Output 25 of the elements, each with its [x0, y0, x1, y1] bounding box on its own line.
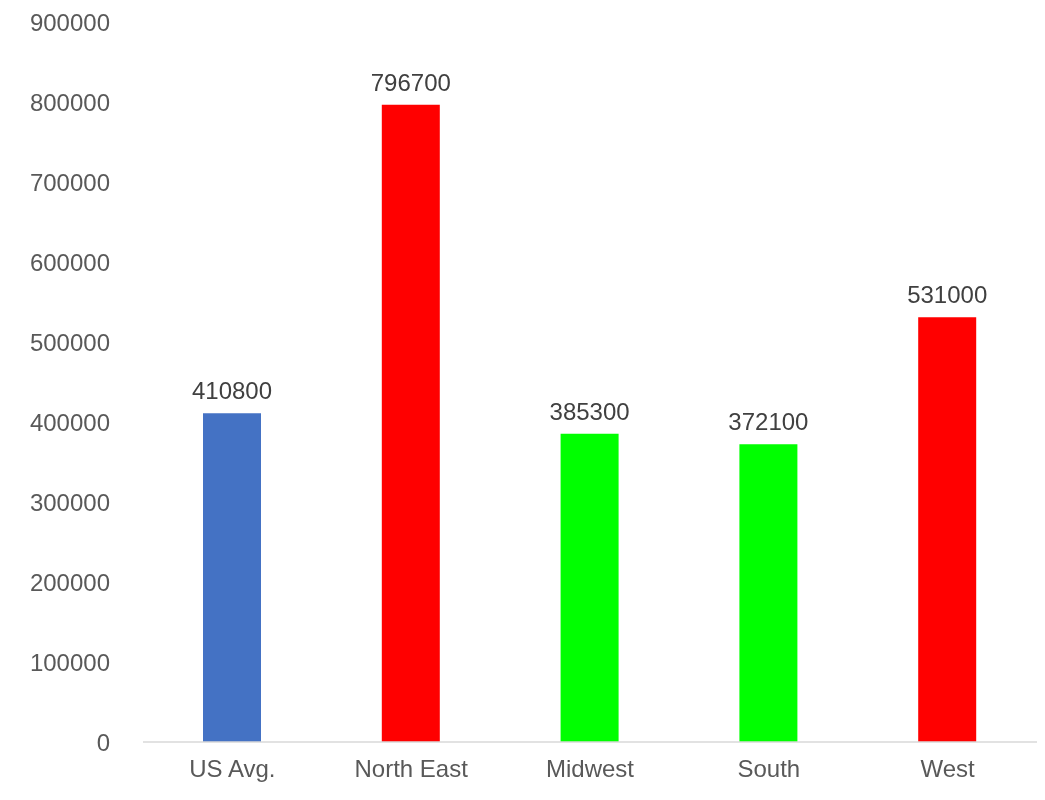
bar [918, 317, 977, 742]
data-label: 385300 [549, 397, 630, 425]
data-label: 796700 [370, 68, 451, 96]
y-tick-label: 600000 [29, 248, 110, 276]
x-tick-label: West [920, 755, 976, 783]
x-tick-label: Midwest [545, 755, 635, 783]
y-tick-label: 500000 [29, 328, 110, 356]
bar [560, 433, 619, 742]
x-tick-label: US Avg. [189, 755, 276, 783]
y-tick-label: 700000 [29, 168, 110, 196]
y-tick-label: 300000 [29, 488, 110, 516]
data-label: 531000 [907, 281, 988, 309]
x-tick-label: North East [354, 755, 469, 783]
y-tick-label: 900000 [29, 8, 110, 36]
data-label: 410800 [191, 377, 273, 405]
bar [203, 413, 261, 742]
y-tick-label: 200000 [29, 568, 110, 596]
bar [381, 104, 440, 742]
y-tick-label: 400000 [29, 408, 110, 436]
bar [739, 444, 798, 742]
data-label: 372100 [728, 408, 809, 436]
y-tick-label: 100000 [29, 648, 110, 676]
y-tick-label: 0 [96, 728, 110, 756]
y-tick-label: 800000 [29, 88, 110, 116]
x-tick-label: South [737, 755, 801, 783]
